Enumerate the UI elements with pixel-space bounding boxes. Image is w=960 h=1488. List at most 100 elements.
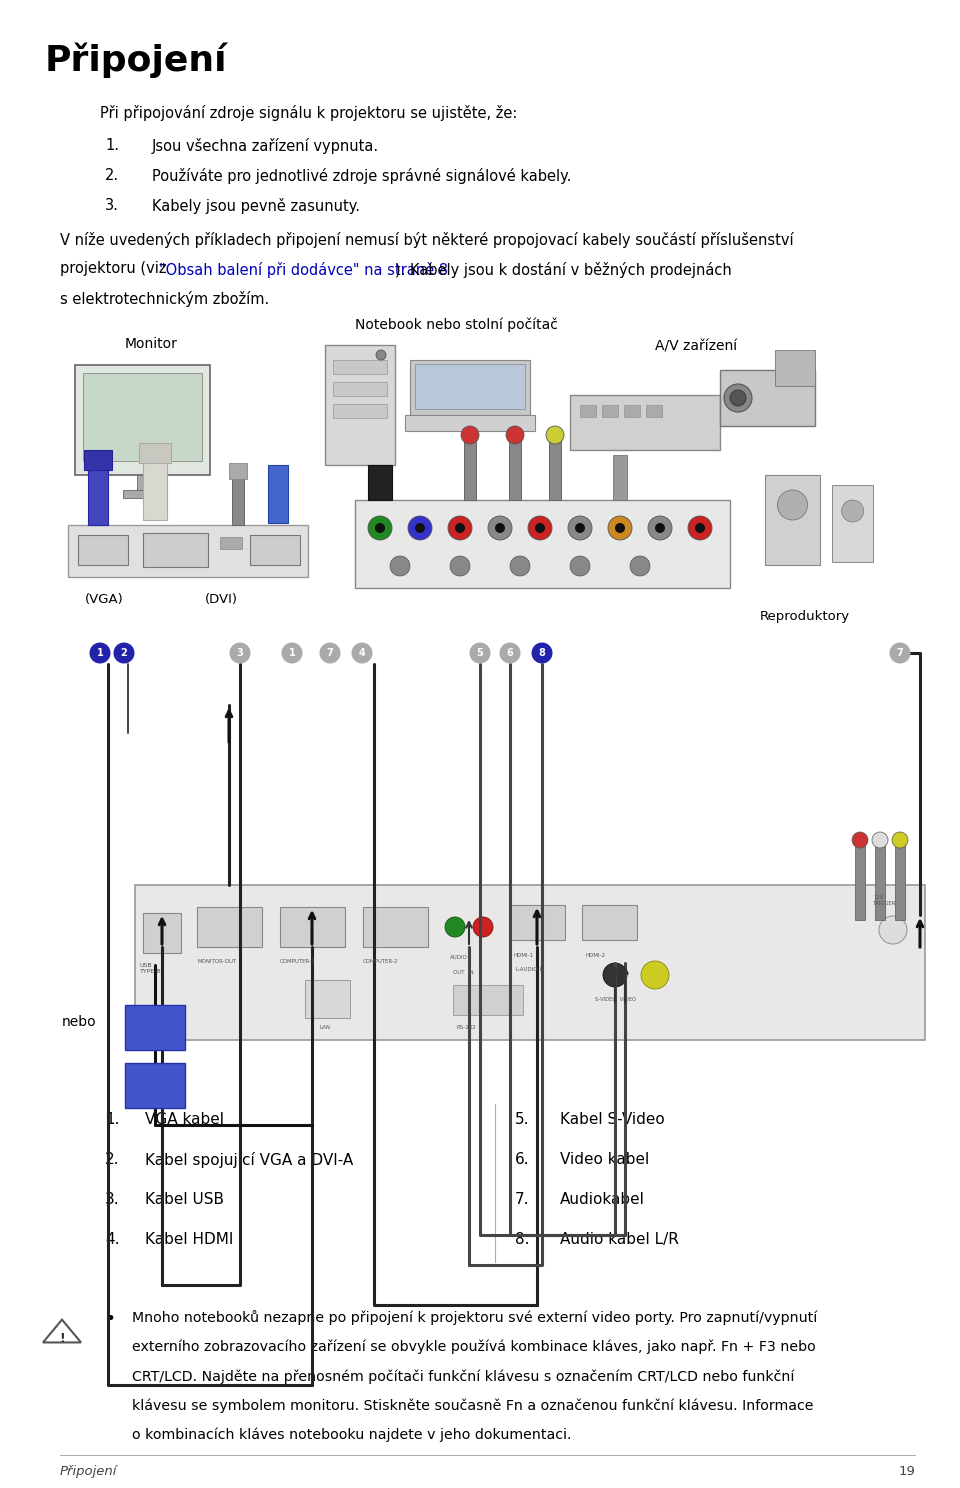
- Bar: [135, 885, 925, 1040]
- Bar: [68, 525, 308, 577]
- Bar: [855, 841, 865, 920]
- Bar: [125, 1062, 185, 1109]
- Bar: [410, 360, 530, 415]
- Text: (DVI): (DVI): [205, 594, 238, 606]
- Circle shape: [461, 426, 479, 443]
- Text: Monitor: Monitor: [125, 336, 178, 351]
- Text: !: !: [60, 1332, 65, 1345]
- Text: Audio kabel L/R: Audio kabel L/R: [560, 1232, 679, 1247]
- Bar: [143, 533, 208, 567]
- Circle shape: [546, 426, 564, 443]
- Bar: [229, 463, 247, 479]
- Circle shape: [852, 832, 868, 848]
- Bar: [333, 405, 387, 418]
- Bar: [88, 464, 108, 525]
- Circle shape: [879, 917, 907, 943]
- Text: 3.: 3.: [105, 198, 119, 213]
- Text: 7: 7: [326, 647, 333, 658]
- Text: 5: 5: [476, 647, 484, 658]
- Circle shape: [695, 522, 705, 533]
- Text: VGA kabel: VGA kabel: [145, 1112, 224, 1126]
- Text: 1: 1: [289, 647, 296, 658]
- Bar: [832, 485, 874, 561]
- Bar: [197, 908, 262, 946]
- Circle shape: [448, 516, 472, 540]
- Text: Kabely jsou pevně zasunuty.: Kabely jsou pevně zasunuty.: [152, 198, 360, 214]
- Text: 1: 1: [97, 647, 104, 658]
- Circle shape: [688, 516, 712, 540]
- Circle shape: [724, 384, 752, 412]
- Bar: [613, 455, 627, 500]
- Text: Mnoho notebooků nezapne po připojení k projektoru své externí video porty. Pro z: Mnoho notebooků nezapne po připojení k p…: [132, 1309, 817, 1324]
- Bar: [143, 914, 181, 952]
- Circle shape: [730, 390, 746, 406]
- Text: Reproduktory: Reproduktory: [760, 610, 851, 623]
- Text: L-AUDIO-R: L-AUDIO-R: [515, 967, 543, 972]
- Bar: [624, 405, 640, 417]
- Text: Připojení: Připojení: [45, 42, 228, 77]
- Bar: [83, 373, 202, 461]
- Circle shape: [455, 522, 465, 533]
- Bar: [570, 394, 720, 449]
- Circle shape: [615, 522, 625, 533]
- Circle shape: [229, 643, 251, 664]
- Text: 6.: 6.: [515, 1152, 530, 1167]
- Circle shape: [499, 643, 520, 664]
- Circle shape: [376, 350, 386, 360]
- Text: 1.: 1.: [105, 1112, 119, 1126]
- Bar: [509, 434, 521, 500]
- Circle shape: [281, 643, 302, 664]
- Text: V níže uvedených příkladech připojení nemusí být některé propojovací kabely souč: V níže uvedených příkladech připojení ne…: [60, 232, 794, 248]
- Circle shape: [495, 522, 505, 533]
- Bar: [895, 841, 905, 920]
- Circle shape: [351, 643, 372, 664]
- Circle shape: [575, 522, 585, 533]
- Text: externího zobrazovacího zařízení se obvykle používá kombinace kláves, jako např.: externího zobrazovacího zařízení se obvy…: [132, 1339, 816, 1354]
- Circle shape: [641, 961, 669, 990]
- Text: Audiokabel: Audiokabel: [560, 1192, 645, 1207]
- Text: 4.: 4.: [105, 1232, 119, 1247]
- Bar: [333, 382, 387, 396]
- Text: AUDIO: AUDIO: [450, 955, 468, 960]
- Bar: [280, 908, 345, 946]
- Circle shape: [415, 522, 425, 533]
- Circle shape: [568, 516, 592, 540]
- Circle shape: [528, 516, 552, 540]
- Bar: [325, 345, 395, 464]
- Circle shape: [506, 426, 524, 443]
- Circle shape: [892, 832, 908, 848]
- Bar: [363, 908, 428, 946]
- Circle shape: [408, 516, 432, 540]
- Text: RS-232: RS-232: [456, 1025, 476, 1030]
- Circle shape: [655, 522, 665, 533]
- Text: OUT  IN: OUT IN: [453, 970, 473, 975]
- Text: 3: 3: [236, 647, 244, 658]
- Text: "Obsah balení při dodávce" na straně 8: "Obsah balení při dodávce" na straně 8: [159, 262, 448, 277]
- Circle shape: [608, 516, 632, 540]
- Bar: [75, 365, 210, 475]
- Text: 19: 19: [899, 1466, 915, 1478]
- Text: MONITOR-OUT: MONITOR-OUT: [197, 958, 236, 964]
- Text: COMPUTER-1: COMPUTER-1: [280, 958, 316, 964]
- Text: 8: 8: [539, 647, 545, 658]
- Bar: [464, 434, 476, 500]
- Circle shape: [469, 643, 491, 664]
- Circle shape: [320, 643, 341, 664]
- Circle shape: [778, 490, 807, 519]
- Bar: [139, 443, 171, 463]
- Text: HDMI-1: HDMI-1: [513, 952, 533, 958]
- Bar: [136, 475, 149, 490]
- Text: Video kabel: Video kabel: [560, 1152, 649, 1167]
- Bar: [84, 449, 112, 470]
- Circle shape: [570, 557, 590, 576]
- Text: Kabel S-Video: Kabel S-Video: [560, 1112, 664, 1126]
- Bar: [232, 475, 244, 525]
- Circle shape: [375, 522, 385, 533]
- Bar: [220, 537, 242, 549]
- Text: Kabel USB: Kabel USB: [145, 1192, 224, 1207]
- Bar: [646, 405, 662, 417]
- Text: o kombinacích kláves notebooku najdete v jeho dokumentaci.: o kombinacích kláves notebooku najdete v…: [132, 1428, 571, 1442]
- Text: Kabel HDMI: Kabel HDMI: [145, 1232, 233, 1247]
- Circle shape: [390, 557, 410, 576]
- Text: USB
TYPE-B: USB TYPE-B: [140, 963, 161, 973]
